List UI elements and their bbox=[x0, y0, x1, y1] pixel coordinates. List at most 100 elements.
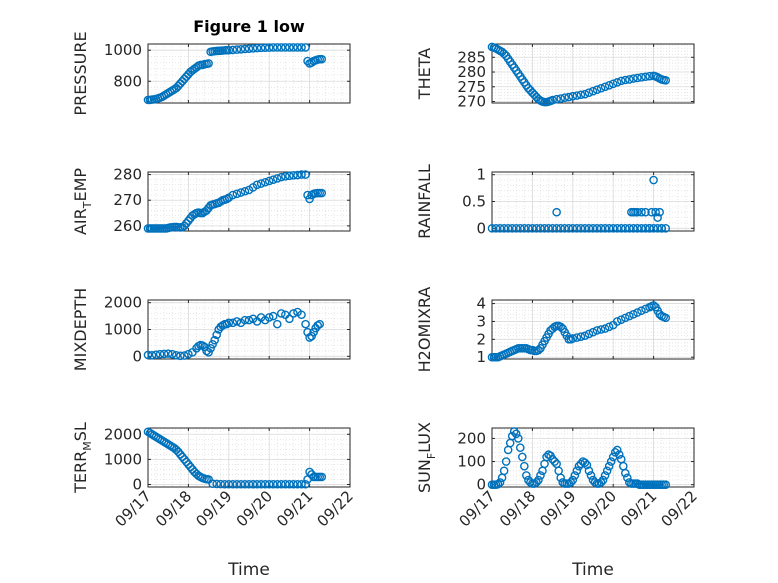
data-point bbox=[176, 351, 185, 361]
data-point bbox=[272, 174, 282, 183]
y-tick-label: 270 bbox=[457, 93, 486, 111]
data-point bbox=[641, 207, 650, 217]
data-point bbox=[560, 93, 570, 102]
data-point bbox=[491, 224, 501, 233]
data-point bbox=[649, 175, 658, 185]
data-point bbox=[592, 85, 602, 95]
data-point bbox=[212, 330, 221, 340]
data-point bbox=[647, 207, 656, 217]
data-point bbox=[564, 92, 574, 102]
data-point bbox=[556, 473, 565, 483]
data-point bbox=[285, 314, 294, 324]
data-point bbox=[548, 224, 557, 233]
data-point bbox=[232, 317, 242, 326]
data-point bbox=[588, 224, 598, 233]
data-point bbox=[536, 224, 545, 233]
data-point bbox=[503, 224, 513, 233]
data-point bbox=[264, 176, 274, 186]
data-point bbox=[264, 313, 274, 322]
data-point bbox=[564, 224, 574, 233]
y-axis-label: RAINFALL bbox=[415, 164, 434, 239]
data-point bbox=[661, 313, 671, 323]
data-point bbox=[621, 75, 630, 85]
figure-title: Figure 1 low bbox=[193, 17, 305, 36]
data-point bbox=[621, 313, 630, 323]
data-point bbox=[540, 224, 549, 233]
y-tick-label: 260 bbox=[113, 217, 142, 235]
data-point bbox=[256, 179, 266, 188]
data-point bbox=[224, 318, 234, 328]
data-point bbox=[493, 479, 503, 489]
data-point bbox=[604, 224, 614, 233]
data-point bbox=[151, 350, 161, 360]
data-point bbox=[576, 90, 586, 100]
series-markers bbox=[143, 307, 325, 361]
data-point bbox=[614, 450, 624, 459]
data-point bbox=[297, 170, 306, 179]
data-point bbox=[625, 224, 634, 233]
y-tick-label: 280 bbox=[113, 166, 142, 184]
data-point bbox=[515, 224, 525, 233]
data-point bbox=[616, 315, 626, 324]
data-point bbox=[268, 175, 278, 184]
data-point bbox=[252, 479, 262, 489]
data-point bbox=[301, 170, 310, 179]
data-point bbox=[182, 219, 191, 228]
data-point bbox=[637, 73, 646, 82]
axes-box bbox=[147, 171, 351, 232]
data-point bbox=[228, 479, 238, 489]
data-point bbox=[661, 224, 671, 233]
data-point bbox=[272, 319, 282, 329]
data-point bbox=[232, 479, 242, 489]
data-point bbox=[570, 471, 580, 480]
x-axis-label: Time bbox=[227, 560, 270, 580]
data-point bbox=[240, 315, 250, 325]
data-point bbox=[297, 479, 306, 489]
data-point bbox=[499, 466, 509, 476]
y-tick-label: 800 bbox=[113, 72, 142, 90]
data-point bbox=[584, 88, 594, 97]
data-point bbox=[532, 224, 541, 233]
series-markers bbox=[487, 301, 671, 362]
axes-box bbox=[491, 299, 695, 360]
data-point bbox=[536, 471, 545, 480]
data-point bbox=[513, 434, 523, 443]
data-point bbox=[495, 478, 505, 487]
data-point bbox=[584, 466, 594, 476]
y-tick-label: 2000 bbox=[104, 294, 142, 312]
data-point bbox=[606, 457, 616, 466]
data-point bbox=[596, 478, 606, 487]
data-point bbox=[297, 43, 306, 52]
data-point bbox=[621, 468, 630, 478]
data-point bbox=[552, 224, 561, 233]
data-point bbox=[596, 83, 606, 93]
series-markers bbox=[143, 427, 327, 489]
data-point bbox=[612, 317, 622, 326]
data-point bbox=[216, 479, 226, 489]
data-point bbox=[272, 43, 282, 52]
data-point bbox=[616, 76, 626, 86]
y-tick-label: 1000 bbox=[104, 450, 142, 468]
data-point bbox=[548, 95, 557, 105]
y-tick-label: 2 bbox=[476, 330, 486, 348]
y-axis-label: H2OMIXRA bbox=[415, 287, 434, 373]
data-point bbox=[171, 350, 181, 360]
data-point bbox=[277, 309, 286, 318]
axes-box bbox=[491, 43, 695, 104]
data-point bbox=[163, 349, 173, 358]
data-point bbox=[572, 91, 582, 100]
data-point bbox=[184, 349, 193, 359]
data-point bbox=[534, 345, 543, 355]
data-point bbox=[604, 461, 614, 471]
data-point bbox=[655, 207, 664, 217]
series-markers bbox=[487, 42, 671, 107]
data-point bbox=[313, 321, 322, 330]
data-point bbox=[629, 224, 638, 233]
subplot-4: 0 0.5 1 RAINFALL bbox=[415, 164, 695, 239]
data-point bbox=[511, 429, 521, 439]
data-point bbox=[534, 475, 543, 485]
data-point bbox=[580, 89, 590, 99]
